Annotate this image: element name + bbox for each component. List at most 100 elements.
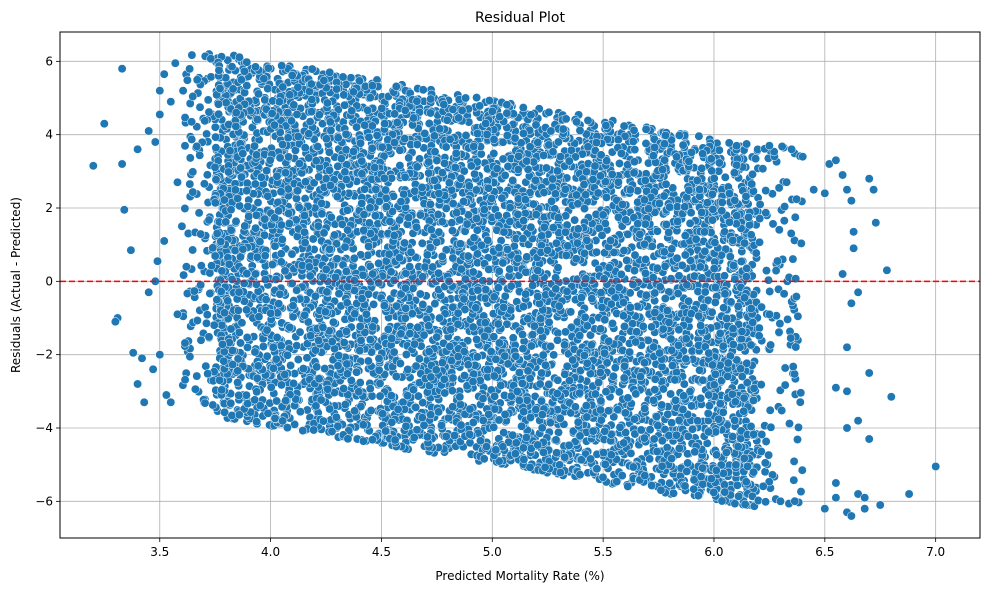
scatter-point: [354, 387, 364, 397]
scatter-point: [614, 282, 624, 292]
scatter-point: [333, 133, 343, 143]
scatter-point: [367, 391, 377, 401]
scatter-point: [355, 378, 365, 388]
scatter-point: [483, 365, 493, 375]
scatter-point: [742, 263, 752, 273]
scatter-point: [564, 440, 574, 450]
scatter-point: [242, 333, 252, 342]
scatter-point: [295, 407, 305, 417]
scatter-point: [236, 338, 245, 348]
scatter-point: [525, 373, 535, 383]
scatter-point: [498, 154, 508, 164]
scatter-point: [659, 191, 669, 201]
scatter-point: [645, 454, 655, 464]
scatter-point: [294, 159, 304, 169]
scatter-point: [286, 361, 296, 370]
scatter-point: [324, 147, 334, 157]
scatter-point: [526, 413, 535, 422]
scatter-point: [293, 355, 303, 364]
scatter-point: [430, 299, 440, 309]
scatter-point: [305, 271, 315, 281]
scatter-point: [481, 285, 491, 295]
scatter-point: [736, 257, 746, 266]
scatter-point: [472, 93, 482, 103]
scatter-point: [226, 225, 236, 235]
scatter-point: [456, 264, 466, 274]
scatter-point: [672, 202, 682, 212]
scatter-point: [600, 348, 609, 358]
scatter-point: [267, 109, 277, 118]
scatter-point: [491, 354, 501, 364]
scatter-point: [715, 399, 725, 409]
scatter-point: [551, 238, 561, 248]
scatter-point: [730, 274, 740, 284]
scatter-point: [741, 272, 751, 282]
scatter-point: [260, 95, 270, 105]
scatter-point: [340, 400, 350, 410]
scatter-point: [570, 215, 580, 225]
scatter-point: [725, 252, 735, 262]
scatter-point: [633, 186, 643, 196]
scatter-point: [237, 318, 247, 328]
scatter-point: [314, 110, 324, 120]
scatter-point: [616, 269, 626, 279]
scatter-point: [549, 350, 559, 360]
scatter-point: [242, 269, 252, 279]
scatter-point: [233, 194, 243, 203]
scatter-point: [539, 447, 548, 457]
scatter-point: [292, 194, 301, 203]
scatter-point: [260, 230, 269, 240]
scatter-point: [364, 132, 374, 142]
scatter-point: [519, 455, 529, 464]
scatter-point: [358, 420, 368, 430]
scatter-point: [365, 335, 375, 345]
scatter-point: [255, 237, 265, 247]
scatter-point: [456, 173, 466, 183]
scatter-point: [250, 347, 260, 357]
scatter-point: [233, 305, 243, 315]
scatter-point: [680, 231, 690, 241]
scatter-point: [302, 339, 312, 349]
scatter-point: [710, 369, 720, 379]
scatter-point: [698, 375, 708, 385]
scatter-point: [657, 362, 667, 372]
scatter-point: [413, 322, 423, 332]
scatter-point: [652, 226, 662, 236]
scatter-point: [704, 390, 714, 400]
scatter-point: [453, 319, 463, 329]
scatter-point: [289, 100, 299, 110]
scatter-point: [575, 431, 585, 441]
scatter-point: [548, 174, 557, 184]
scatter-point: [307, 64, 317, 74]
scatter-point: [707, 307, 717, 317]
scatter-point: [480, 293, 490, 303]
scatter-point: [726, 297, 736, 307]
scatter-point: [586, 330, 595, 340]
scatter-point: [715, 328, 725, 338]
scatter-point: [293, 82, 303, 92]
scatter-point: [561, 211, 571, 221]
scatter-point: [499, 428, 509, 438]
scatter-point: [629, 414, 639, 424]
scatter-point: [228, 84, 238, 94]
scatter-point: [613, 405, 623, 415]
scatter-point: [508, 176, 518, 185]
scatter-point: [447, 386, 457, 396]
scatter-point: [330, 230, 339, 240]
scatter-point: [573, 417, 583, 427]
scatter-point: [243, 201, 253, 211]
scatter-point: [544, 107, 554, 117]
scatter-point: [521, 433, 531, 442]
scatter-point: [544, 317, 554, 327]
scatter-point: [263, 191, 273, 201]
scatter-point: [553, 335, 562, 345]
scatter-point: [668, 361, 677, 371]
scatter-point: [679, 379, 689, 389]
scatter-point: [292, 341, 302, 351]
scatter-point: [263, 84, 273, 94]
scatter-point: [554, 427, 563, 437]
scatter-point: [230, 185, 240, 195]
scatter-point: [518, 103, 528, 113]
scatter-point: [461, 131, 471, 140]
